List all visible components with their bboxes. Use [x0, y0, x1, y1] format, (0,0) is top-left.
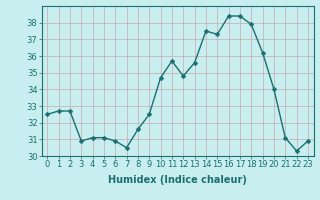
- X-axis label: Humidex (Indice chaleur): Humidex (Indice chaleur): [108, 175, 247, 185]
